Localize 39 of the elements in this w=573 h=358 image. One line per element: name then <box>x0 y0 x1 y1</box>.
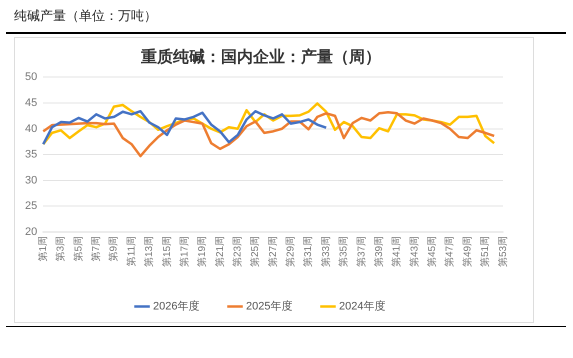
x-tick-label: 第49周 <box>461 236 474 267</box>
x-tick-label: 第21周 <box>214 236 226 267</box>
x-tick-label: 第11周 <box>125 236 138 266</box>
text: 纯碱产量（单位：万吨） <box>14 8 157 25</box>
y-tick-label: 25 <box>24 200 38 212</box>
y-tick-label: 20 <box>24 226 38 238</box>
x-tick-label: 第51周 <box>479 236 492 267</box>
y-tick-label: 45 <box>24 97 38 110</box>
legend-label: 2024年度 <box>338 300 386 313</box>
x-tick-label: 第35周 <box>338 236 350 267</box>
x-tick-label: 第39周 <box>372 236 385 267</box>
y-tick-label: 40 <box>24 122 38 135</box>
x-tick-label: 第47周 <box>444 236 456 267</box>
x-tick-label: 第43周 <box>408 236 420 267</box>
legend-label: 2025年度 <box>246 300 292 313</box>
chart-title: 重质纯碱：国内企业：产量（周） <box>140 46 381 66</box>
y-tick-label: 50 <box>24 71 38 84</box>
y-tick-label: 35 <box>24 148 38 161</box>
x-tick-label: 第27周 <box>266 236 279 267</box>
y-tick-label: 30 <box>24 174 38 186</box>
x-tick-label: 第13周 <box>143 236 156 267</box>
x-tick-label: 第45周 <box>426 236 438 267</box>
x-tick-label: 第41周 <box>390 236 403 267</box>
x-tick-label: 第17周 <box>178 236 190 267</box>
x-tick-label: 第3周 <box>54 236 67 262</box>
x-tick-label: 第19周 <box>196 236 208 267</box>
x-tick-label: 第33周 <box>320 236 332 267</box>
x-tick-label: 第15周 <box>160 236 173 267</box>
x-tick-label: 第5周 <box>72 236 84 262</box>
x-tick-label: 第25周 <box>249 236 262 267</box>
legend-label: 2026年度 <box>153 300 200 313</box>
x-tick-label: 第7周 <box>90 236 102 262</box>
x-tick-label: 第29周 <box>284 236 297 267</box>
x-tick-label: 第23周 <box>232 236 244 267</box>
x-tick-label: 第31周 <box>302 236 314 267</box>
x-tick-label: 第37周 <box>355 236 368 267</box>
x-tick-label: 第9周 <box>108 236 120 262</box>
x-tick-label: 第1周 <box>36 236 49 262</box>
x-tick-label: 第53周 <box>496 236 509 267</box>
